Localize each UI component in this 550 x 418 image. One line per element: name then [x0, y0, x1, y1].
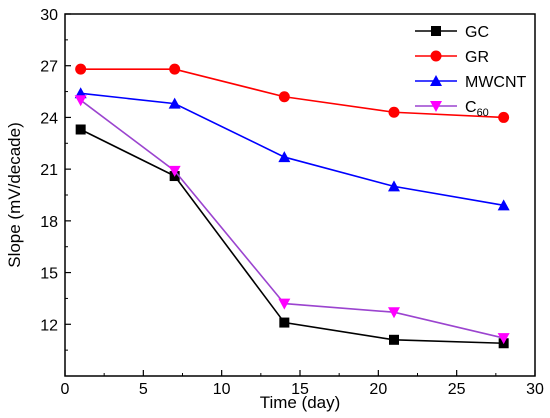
series-gr	[75, 63, 510, 123]
x-tick-label: 30	[526, 381, 544, 398]
series-line-gr	[80, 68, 504, 119]
x-tick-label: 25	[448, 381, 466, 398]
data-point-mwcnt	[388, 180, 400, 192]
y-tick-label: 21	[40, 162, 58, 179]
data-point-gr	[75, 63, 87, 75]
data-point-gr	[498, 111, 510, 123]
axis-ticks: 0 5 10 15 20 25 30 12 15 18 21 24 27 30	[40, 7, 544, 398]
data-point-mwcnt	[278, 151, 291, 163]
series-c60	[74, 95, 510, 345]
data-point-gc	[279, 317, 290, 328]
legend: GC GR MWCNT C60	[415, 24, 527, 119]
y-tick-label: 30	[40, 7, 58, 24]
data-point-c60	[168, 165, 181, 177]
data-point-gc	[389, 334, 399, 345]
legend-label: MWCNT	[465, 74, 527, 91]
series-line-gc	[80, 128, 504, 345]
legend-marker	[430, 50, 442, 62]
series-gc	[75, 124, 509, 349]
legend-label: GC	[465, 24, 489, 41]
data-point-c60	[74, 95, 87, 107]
legend-label: GR	[465, 49, 489, 66]
x-axis-title: Time (day)	[260, 393, 341, 412]
series-layer	[74, 63, 510, 349]
data-point-gr	[278, 91, 290, 103]
legend-item-gr: GR	[415, 49, 489, 66]
data-point-mwcnt	[497, 199, 510, 211]
legend-item-mwcnt: MWCNT	[415, 74, 527, 91]
data-point-c60	[278, 298, 291, 310]
y-tick-label: 24	[40, 110, 58, 127]
x-tick-label: 20	[369, 381, 387, 398]
series-line-mwcnt	[80, 92, 504, 207]
plot-area-frame	[64, 13, 536, 377]
y-tick-label: 12	[40, 317, 58, 334]
y-tick-label: 15	[40, 266, 58, 283]
data-point-gr	[388, 106, 400, 118]
legend-item-gc: GC	[415, 24, 489, 41]
y-tick-label: 27	[40, 59, 58, 76]
data-point-c60	[388, 307, 400, 319]
x-tick-label: 10	[213, 381, 231, 398]
data-point-gc	[75, 124, 86, 135]
legend-item-c60: C60	[415, 99, 489, 119]
y-axis-title: Slope (mV/decade)	[5, 122, 24, 268]
legend-marker	[430, 101, 442, 112]
x-tick-label: 15	[291, 381, 309, 398]
legend-marker	[431, 26, 441, 36]
data-point-c60	[497, 333, 510, 345]
x-tick-label: 5	[139, 381, 148, 398]
x-tick-label: 0	[61, 381, 70, 398]
data-point-gr	[169, 63, 181, 75]
series-line-c60	[80, 99, 504, 339]
data-point-mwcnt	[168, 97, 181, 109]
y-tick-label: 18	[40, 214, 58, 231]
legend-marker	[430, 75, 442, 86]
